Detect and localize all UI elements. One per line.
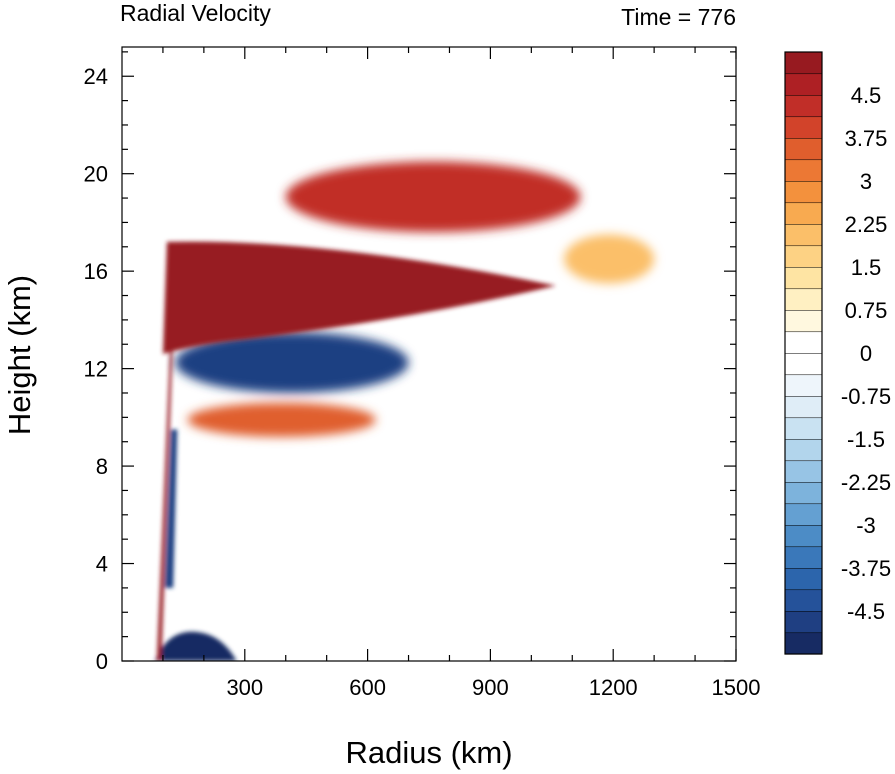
x-tick-labels: 300 600 900 1200 1500 [226,675,760,700]
colorbar-frame [784,51,823,655]
colorbar-tick-label: -1.5 [847,427,885,452]
colorbar-swatch [784,395,823,419]
x-tick-label: 900 [472,675,509,700]
colorbar-swatch [784,288,823,311]
colorbar-swatch [784,159,823,182]
x-tick-label: 1200 [589,675,638,700]
x-axis-label: Radius (km) [345,735,512,770]
colorbar-swatch [784,202,823,225]
colorbar [784,51,823,655]
colorbar-tick-label: -3.75 [841,556,891,581]
y-tick-label: 0 [96,649,108,674]
colorbar-swatch [784,137,823,161]
colorbar-swatch [784,417,823,440]
feature-inflow-near-surface [154,631,237,661]
y-axis-label: Height (km) [2,275,37,435]
colorbar-swatch [784,589,823,612]
colorbar-tick-label: 1.5 [851,255,882,280]
colorbar-swatch [784,546,823,569]
colorbar-tick-label: 4.5 [851,83,882,108]
feature-upper-outflow [285,161,581,233]
colorbar-swatch [784,481,823,505]
colorbar-swatch [784,94,823,118]
colorbar-tick-label: -0.75 [841,384,891,409]
y-tick-label: 20 [84,162,108,187]
feature-outflow-layer [187,402,376,437]
colorbar-labels: 4.5 3.75 3 2.25 1.5 0.75 0 -0.75 -1.5 -2.25 -3 -3.7… [841,83,891,624]
y-tick-label: 8 [96,454,108,479]
y-tick-label: 4 [96,552,108,577]
colorbar-swatch [784,245,823,268]
colorbar-tick-label: -4.5 [847,599,885,624]
chart-title: Radial Velocity [120,0,271,26]
x-tick-label: 600 [349,675,386,700]
y-tick-label: 16 [84,259,108,284]
feature-outflow-jet [162,241,556,354]
y-tick-labels: 0 4 8 12 16 20 24 [84,64,108,674]
y-tick-label: 24 [84,64,108,89]
colorbar-swatch [784,73,823,96]
colorbar-swatch [784,180,823,204]
colorbar-tick-label: -3 [856,513,876,538]
colorbar-tick-label: 2.25 [845,212,888,237]
colorbar-swatch [784,223,823,247]
feature-eyewall-inflow [164,429,178,588]
x-tick-label: 300 [226,675,263,700]
colorbar-swatch [784,331,823,354]
colorbar-swatch [784,524,823,548]
time-label: Time = 776 [621,4,736,30]
y-tick-label: 12 [84,357,108,382]
colorbar-tick-label: 3.75 [845,126,888,151]
colorbar-tick-label: 0 [860,341,872,366]
colorbar-swatch [784,460,823,483]
feature-eyewall-outflow-streak [156,344,173,661]
colorbar-swatch [784,503,823,526]
colorbar-swatch [784,352,823,376]
colorbar-swatch [784,610,823,634]
velocity-field [154,161,655,661]
colorbar-swatch [784,567,823,591]
colorbar-tick-label: -2.25 [841,470,891,495]
colorbar-swatch [784,632,823,655]
colorbar-tick-label: 3 [860,169,872,194]
colorbar-swatch [784,116,823,139]
colorbar-swatch [784,266,823,290]
axis-ticks [122,47,737,662]
colorbar-swatch [784,438,823,462]
feature-inflow-layer [175,332,409,393]
colorbar-swatch [784,309,823,333]
feature-upper-level-outflow [564,234,655,284]
plot-frame [121,46,737,662]
x-tick-label: 1500 [712,675,761,700]
colorbar-swatch [784,51,823,75]
colorbar-swatch [784,374,823,397]
colorbar-tick-label: 0.75 [845,298,888,323]
